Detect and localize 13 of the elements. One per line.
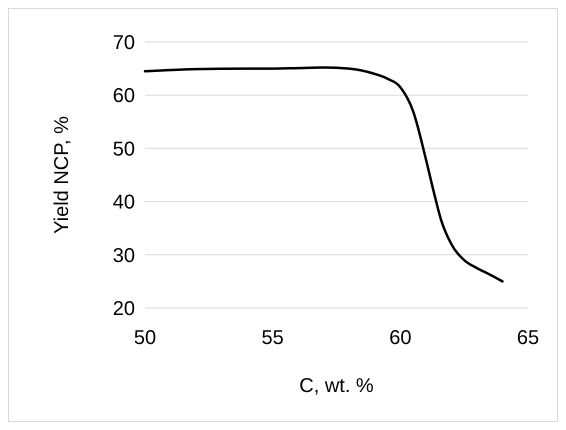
y-axis-title: Yield NCP, % — [51, 116, 73, 234]
y-tick-label: 50 — [112, 138, 135, 160]
x-tick-label: 60 — [389, 327, 412, 349]
line-series — [144, 66, 504, 283]
y-tick-label: 70 — [112, 32, 135, 54]
x-tick-label: 65 — [516, 327, 540, 349]
y-tick-label: 20 — [112, 298, 135, 320]
y-tick-label: 40 — [112, 192, 135, 214]
x-tick-label: 50 — [134, 327, 156, 349]
y-tick-label: 60 — [112, 85, 135, 108]
x-tick-label: 55 — [262, 327, 284, 349]
x-axis-title: C, wt. % — [299, 375, 374, 397]
y-tick-label: 30 — [112, 244, 135, 267]
